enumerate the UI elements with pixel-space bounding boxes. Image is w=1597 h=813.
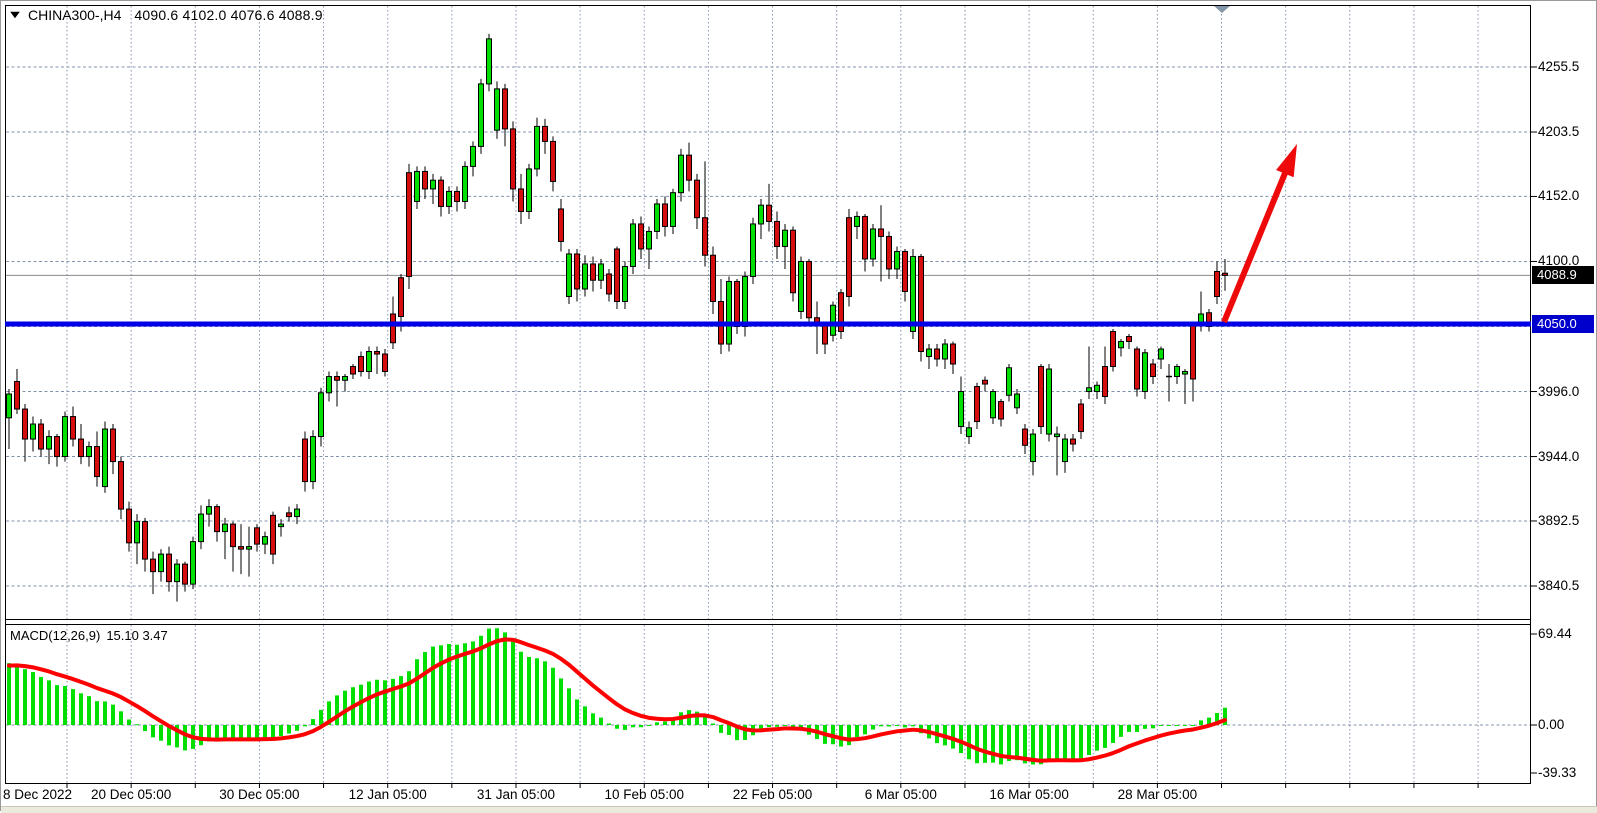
macd-signal-line [7,637,1227,763]
price-axis-label: 4203.5 [1538,124,1580,140]
time-axis-label: 22 Feb 05:00 [732,787,813,802]
macd-name-label: MACD(12,26,9) [10,628,101,643]
time-axis-label: 6 Mar 05:00 [864,787,937,802]
time-axis-label: 16 Mar 05:00 [989,787,1069,802]
macd-scale-min-label: -39.33 [1538,765,1577,780]
time-axis-label: 20 Dec 05:00 [90,787,172,802]
chart-title-bar: CHINA300-,H4 4090.6 4102.0 4076.6 4088.9 [9,7,323,23]
price-axis-label: 3996.0 [1538,383,1580,399]
symbol-dropdown-icon [10,11,20,19]
trend-arrow[interactable] [1221,144,1297,324]
macd-histogram [7,628,1227,765]
status-strip [1,806,1597,813]
price-axis-label: 4152.0 [1538,188,1580,204]
time-axis-label: 31 Jan 05:00 [476,787,555,802]
time-axis-label: 30 Dec 05:00 [219,787,300,802]
price-axis-label: 3840.5 [1538,577,1580,593]
chart-frame [5,5,1531,784]
price-axis-label: 3944.0 [1538,448,1580,464]
macd-values-label: 15.10 3.47 [106,628,168,643]
price-axis-label: 4100.0 [1538,253,1580,269]
level-price-badge: 4050.0 [1532,314,1594,333]
chart-shift-marker-icon[interactable] [1214,6,1230,13]
macd-indicator-label: MACD(12,26,9) 15.10 3.47 [10,628,168,643]
symbol-period-label: CHINA300-,H4 [28,7,122,23]
macd-scale-max-label: 69.44 [1538,626,1572,641]
time-axis-label: 8 Dec 2022 [3,787,73,802]
axis-ticks [66,66,1537,788]
price-axis-label: 3892.5 [1538,512,1580,528]
time-axis-label: 12 Jan 05:00 [348,787,427,802]
price-axis-label: 4255.5 [1538,59,1580,74]
time-axis-label: 10 Feb 05:00 [604,787,685,802]
time-axis-label: 28 Mar 05:00 [1117,787,1198,802]
candlestick-series [6,33,1228,602]
bid-price-badge: 4088.9 [1532,266,1594,285]
macd-scale-zero-label: 0.00 [1538,717,1565,732]
ohlc-values-label: 4090.6 4102.0 4076.6 4088.9 [134,7,323,23]
